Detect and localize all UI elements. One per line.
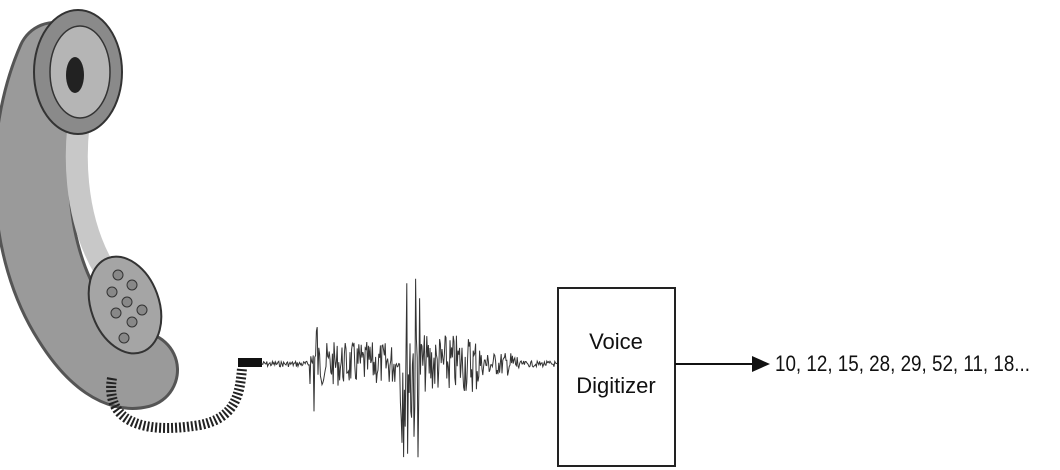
diagram: Voice Digitizer 10, 12, 15, 28, 29, 52, … <box>0 0 1060 470</box>
box-label-line: Voice <box>589 329 643 354</box>
box-label-line: Digitizer <box>576 373 655 398</box>
output-values: 10, 12, 15, 28, 29, 52, 11, 18... <box>775 351 1030 376</box>
arrow-head <box>752 356 770 372</box>
waveform <box>262 279 558 457</box>
telephone-handset <box>32 10 174 371</box>
earpiece-hole <box>66 57 84 93</box>
plug <box>238 358 262 367</box>
